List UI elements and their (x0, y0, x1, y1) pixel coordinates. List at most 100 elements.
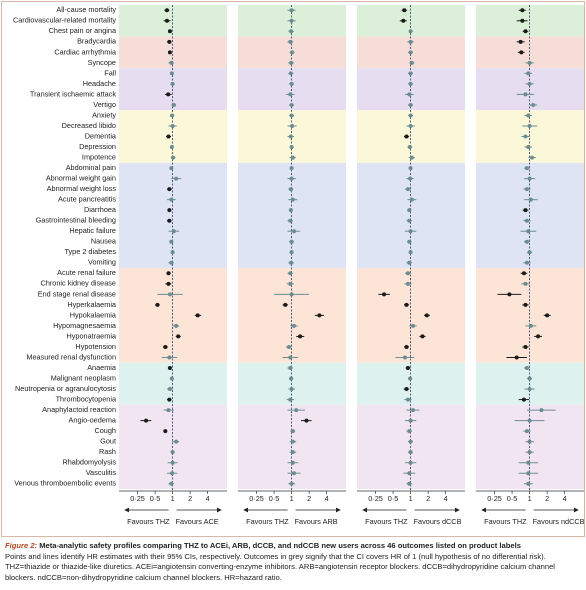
hazard-ratio-point (524, 429, 529, 434)
x-tick-label: 4 (444, 494, 448, 503)
hazard-ratio-point (167, 292, 172, 297)
hazard-ratio-point (409, 60, 414, 65)
hazard-ratio-point (288, 208, 293, 213)
hazard-ratio-point (407, 218, 412, 223)
hazard-ratio-point (289, 29, 294, 34)
hazard-ratio-point (304, 418, 309, 423)
outcome-label: Malignant neoplasm (51, 373, 116, 382)
hazard-ratio-point (408, 450, 413, 455)
outcome-label: Depression (79, 142, 116, 151)
outcome-label: Gastrointestinal bleeding (36, 216, 116, 225)
hazard-ratio-point (169, 166, 174, 171)
hazard-ratio-point (523, 302, 528, 307)
outcome-label: Anaemia (87, 363, 117, 372)
outcome-label: Vertigo (93, 100, 116, 109)
outcome-label: Measured renal dysfunction (26, 352, 116, 361)
hazard-ratio-point (167, 397, 172, 402)
outcome-label: Hepatic failure (69, 226, 116, 235)
x-tick-label: 0·5 (150, 494, 161, 503)
hazard-ratio-point (523, 208, 528, 213)
hazard-ratio-point (523, 344, 528, 349)
hazard-ratio-point (523, 92, 528, 97)
outcome-label: Syncope (88, 58, 116, 67)
outcome-label: Nausea (91, 237, 117, 246)
hazard-ratio-point (289, 145, 294, 150)
hazard-ratio-point (167, 366, 172, 370)
hazard-ratio-point (164, 18, 169, 23)
outcome-label: Vasculitis (86, 468, 117, 477)
hazard-ratio-point (283, 302, 288, 307)
hazard-ratio-point (288, 397, 293, 402)
outcome-label: Abdominal pain (66, 163, 116, 172)
hazard-ratio-point (289, 113, 294, 118)
hazard-ratio-point (292, 471, 297, 476)
hazard-ratio-point (523, 134, 528, 139)
hazard-ratio-point (404, 387, 409, 392)
hazard-ratio-point (167, 187, 172, 192)
x-tick-label: 4 (325, 494, 329, 503)
hazard-ratio-point (169, 481, 174, 486)
x-tick-label: 1 (171, 494, 175, 503)
hazard-ratio-point (167, 29, 172, 34)
outcome-label: Chest pain or angina (49, 26, 117, 35)
hazard-ratio-point (144, 418, 149, 423)
hazard-ratio-point (289, 18, 294, 23)
hazard-ratio-point (174, 439, 179, 444)
hazard-ratio-point (539, 408, 544, 413)
hazard-ratio-point (170, 250, 175, 255)
outcome-label: Anxiety (92, 110, 116, 119)
hazard-ratio-point (405, 397, 410, 402)
hazard-ratio-point (408, 71, 413, 76)
x-tick-label: 0·25 (249, 494, 264, 503)
outcome-label: Headache (83, 79, 116, 88)
hazard-ratio-point (289, 166, 294, 171)
hazard-ratio-point (408, 81, 413, 86)
figure-label: Figure 2: (5, 541, 38, 550)
outcome-label: Transient ischaemic attack (30, 89, 116, 98)
hazard-ratio-point (290, 460, 295, 465)
x-tick-label: 4 (563, 494, 567, 503)
hazard-ratio-point (290, 439, 295, 444)
hazard-ratio-point (524, 187, 529, 192)
hazard-ratio-point (167, 208, 172, 213)
x-tick-label: 2 (188, 494, 192, 503)
hazard-ratio-point (169, 71, 174, 76)
hazard-ratio-point (289, 387, 294, 392)
favours-right-label: Favours ndCCB (533, 517, 585, 526)
hazard-ratio-point (289, 102, 294, 107)
hazard-ratio-point (545, 313, 550, 318)
hazard-ratio-point (382, 292, 387, 297)
hazard-ratio-point (171, 155, 176, 160)
favours-left-label: Favours THZ (365, 517, 408, 526)
hazard-ratio-point (176, 334, 181, 339)
hazard-ratio-point (424, 313, 429, 318)
hazard-ratio-point (166, 134, 171, 139)
hazard-ratio-point (524, 260, 529, 265)
hazard-ratio-point (167, 387, 172, 392)
hazard-ratio-point (404, 134, 409, 139)
outcome-label: Chronic kidney disease (41, 279, 116, 288)
hazard-ratio-point (408, 250, 413, 255)
hazard-ratio-point (169, 197, 174, 202)
hazard-ratio-point (407, 145, 412, 150)
hazard-ratio-point (288, 134, 293, 139)
hazard-ratio-point (401, 18, 406, 23)
hazard-ratio-point (536, 334, 541, 339)
hazard-ratio-point (171, 102, 176, 107)
hazard-ratio-point (292, 323, 297, 328)
hazard-ratio-point (290, 197, 295, 202)
hazard-ratio-point (527, 450, 532, 455)
outcome-label: Acute pancreatitis (58, 195, 116, 204)
hazard-ratio-point (524, 366, 529, 370)
hazard-ratio-point (288, 39, 293, 44)
x-tick-label: 0·25 (487, 494, 502, 503)
hazard-ratio-point (164, 8, 169, 13)
hazard-ratio-point (405, 271, 410, 276)
outcome-label: Hypokalaemia (70, 310, 117, 319)
hazard-ratio-point (526, 71, 531, 76)
hazard-ratio-point (288, 271, 293, 276)
favours-right-label: Favours ARB (295, 517, 338, 526)
hazard-ratio-point (408, 102, 413, 107)
hazard-ratio-point (405, 187, 410, 192)
hazard-ratio-point (289, 481, 294, 486)
